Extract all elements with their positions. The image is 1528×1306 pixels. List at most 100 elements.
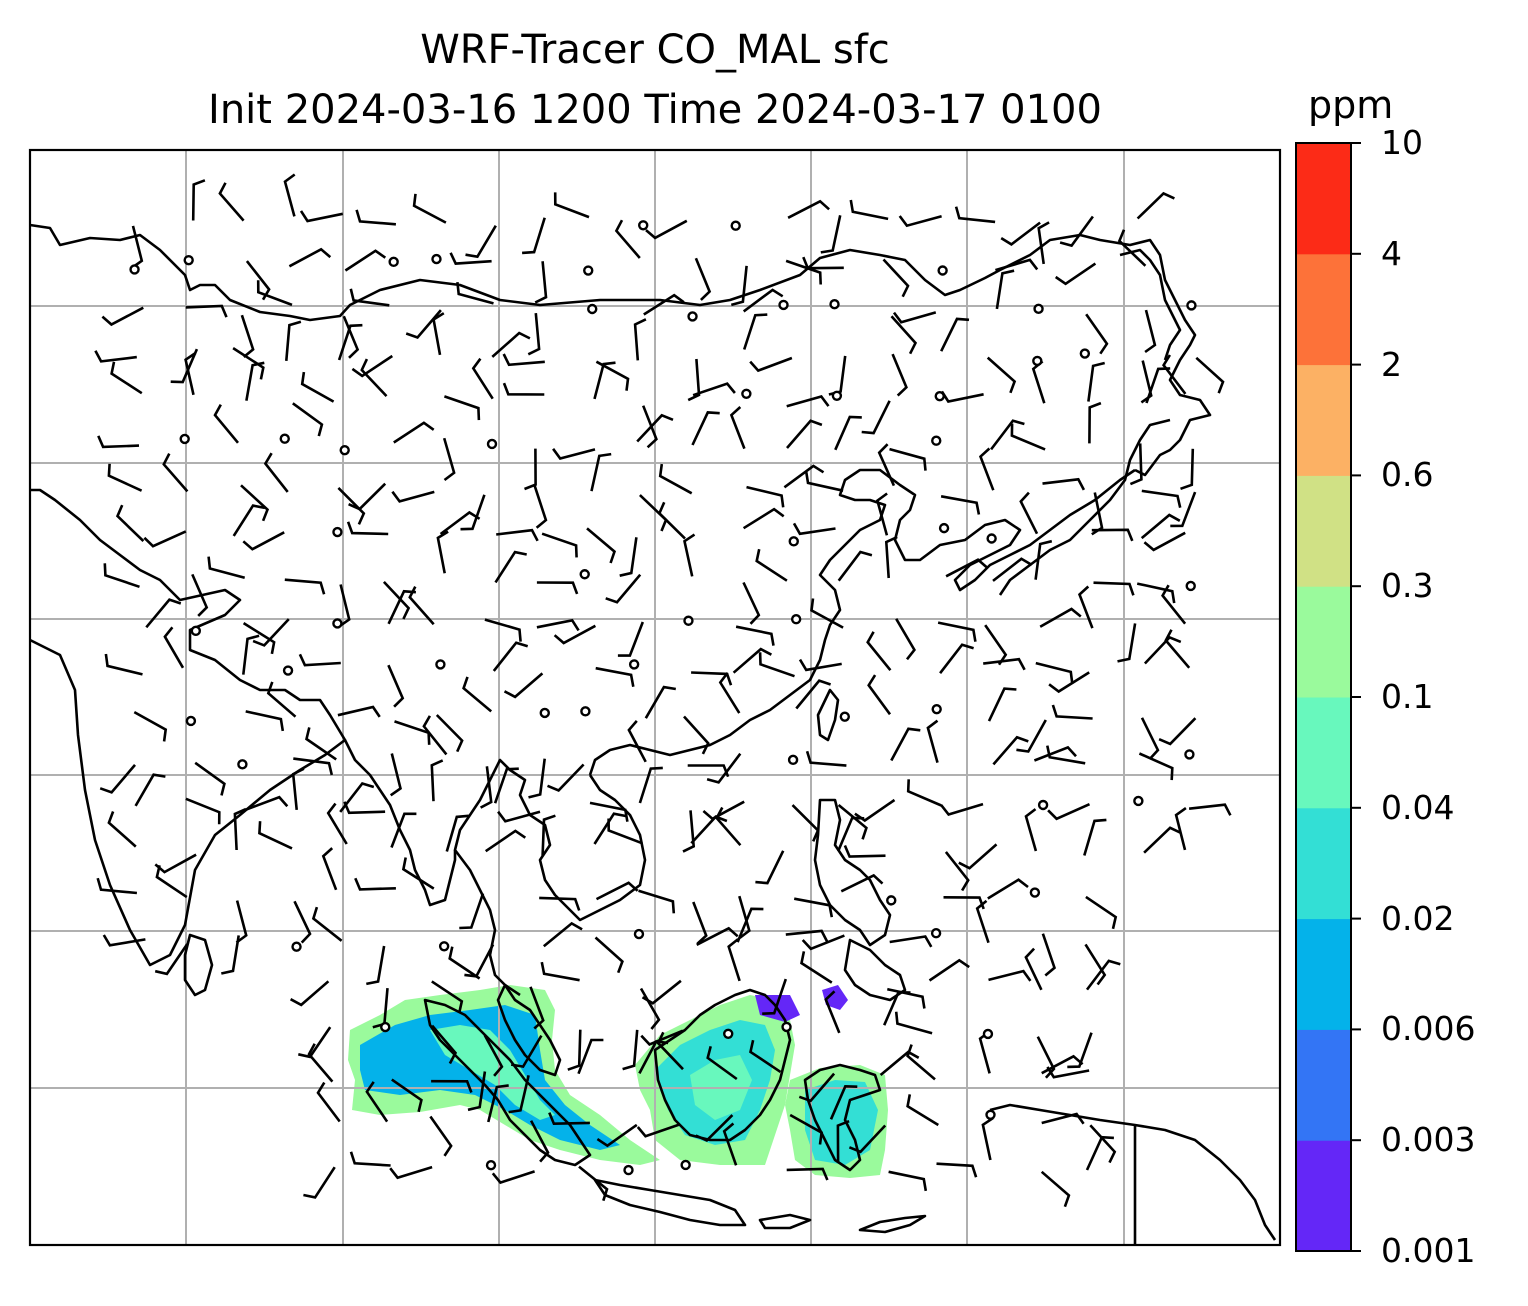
wind-barb	[242, 621, 276, 655]
wind-barb	[810, 598, 844, 629]
wind-barb	[1138, 752, 1174, 781]
wind-barb	[638, 889, 676, 914]
wind-barb	[787, 199, 830, 219]
wind-barb	[1087, 361, 1106, 402]
calm-circle	[938, 522, 950, 534]
wind-barb	[431, 1024, 458, 1065]
wind-barb	[321, 847, 338, 891]
wind-barb	[691, 411, 720, 446]
wind-barb	[1091, 528, 1134, 542]
wind-barb	[432, 312, 445, 356]
wind-barb	[1158, 717, 1197, 746]
wind-barb	[170, 348, 199, 384]
wind-barb	[619, 537, 638, 577]
coastline-north-asia	[29, 223, 1212, 477]
wind-barb	[484, 829, 527, 853]
wind-barb	[940, 495, 981, 515]
wind-barb	[617, 621, 645, 657]
wind-barb	[553, 192, 590, 219]
wind-barb	[800, 951, 833, 984]
calm-circle	[790, 614, 802, 625]
calm-circle	[339, 444, 350, 456]
wind-barb	[510, 1034, 543, 1069]
wind-barb	[284, 578, 326, 595]
wind-barb	[242, 634, 260, 675]
wind-barb	[102, 934, 146, 947]
wind-barb	[636, 1123, 680, 1138]
wind-barb	[311, 906, 343, 942]
wind-barb	[622, 1029, 639, 1071]
wind-barb	[894, 1011, 933, 1035]
wind-barb	[732, 647, 773, 674]
colorbar-segment	[1296, 364, 1351, 476]
wind-barb	[213, 403, 240, 444]
wind-barb	[867, 674, 892, 716]
wind-barb	[221, 935, 240, 975]
wind-barb	[889, 935, 933, 948]
wind-barb	[843, 844, 886, 858]
calm-circle	[129, 264, 140, 275]
colorbar-segment	[1296, 586, 1351, 698]
wind-barb	[1016, 719, 1047, 753]
wind-barb	[1039, 607, 1082, 628]
wind-barb	[1051, 704, 1093, 720]
wind-barb	[595, 666, 635, 687]
wind-barb	[954, 206, 996, 224]
wind-barb	[529, 1120, 550, 1163]
wind-barb	[508, 1075, 530, 1114]
colorbar-segment	[1296, 697, 1351, 809]
wind-barb	[527, 312, 541, 356]
wind-barb	[99, 764, 136, 794]
wind-barb	[533, 485, 548, 529]
calm-circle	[985, 1109, 996, 1120]
wind-barb	[1174, 807, 1187, 851]
calm-circle	[438, 941, 450, 952]
wind-barb	[898, 215, 942, 228]
wind-barb	[786, 419, 823, 449]
wind-barb	[1140, 513, 1181, 540]
wind-barb	[343, 801, 386, 815]
wind-barb	[305, 727, 337, 761]
wind-barb	[722, 1122, 738, 1166]
wind-barb	[293, 757, 334, 776]
wind-barb	[456, 281, 494, 305]
wind-barb	[258, 821, 293, 850]
wind-barb	[449, 252, 492, 265]
wind-barb	[715, 806, 742, 847]
wind-barb	[735, 625, 775, 646]
wind-barb	[633, 318, 647, 361]
wind-barb	[729, 406, 746, 450]
wind-barb	[840, 873, 884, 893]
wind-barb	[995, 258, 1039, 272]
wind-barb	[1054, 262, 1097, 286]
wind-barb	[879, 1050, 920, 1076]
wind-barb	[682, 810, 696, 853]
wind-barb	[866, 631, 892, 672]
calm-circle	[683, 615, 694, 626]
calm-circle	[781, 1021, 792, 1033]
wind-barb	[391, 1078, 423, 1113]
wind-barb	[987, 878, 1029, 900]
wind-barb	[820, 215, 842, 254]
wind-barb	[785, 929, 829, 943]
wind-barb	[131, 225, 144, 269]
wind-barb	[233, 807, 247, 851]
calm-circle	[1185, 580, 1196, 592]
wind-barb	[641, 405, 658, 449]
wind-barb	[824, 990, 841, 1034]
wind-barb	[1085, 1135, 1114, 1171]
calm-circle	[788, 536, 799, 547]
calm-circle	[179, 433, 190, 445]
calm-circle	[237, 759, 248, 770]
wind-barb	[1093, 581, 1135, 596]
calm-circle	[380, 1021, 391, 1033]
wind-barb	[235, 900, 248, 944]
wind-barb	[502, 382, 545, 396]
calm-circle	[282, 665, 294, 676]
colorbar-segment	[1296, 807, 1351, 920]
wind-barb	[906, 1044, 936, 1081]
wind-barb	[431, 1079, 473, 1093]
wind-barb	[185, 304, 228, 318]
wind-barb	[107, 811, 137, 848]
wind-barb	[695, 1114, 734, 1142]
